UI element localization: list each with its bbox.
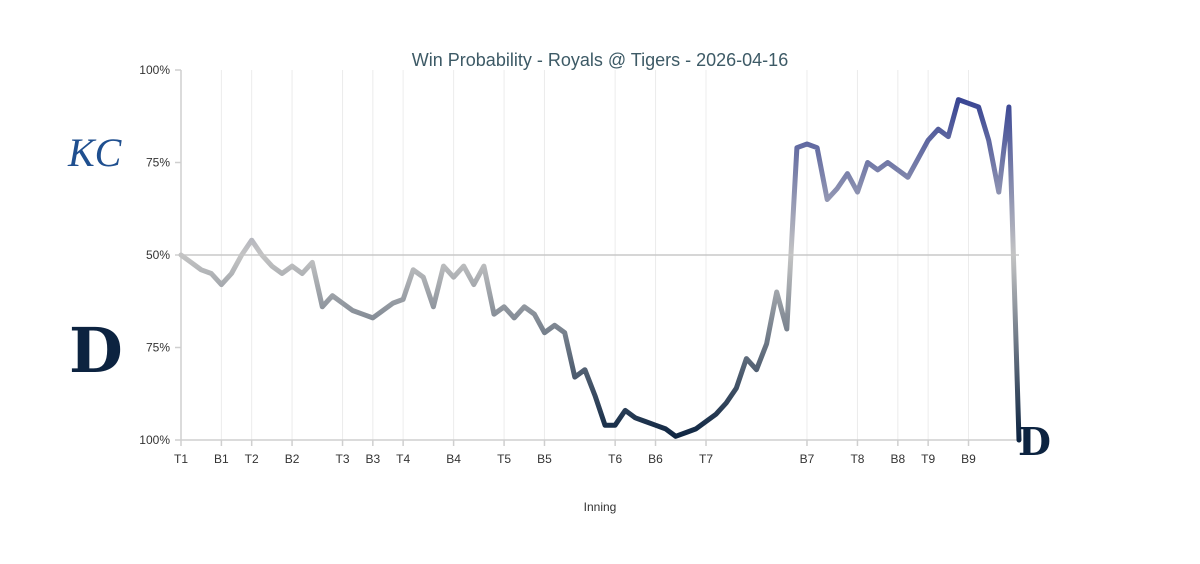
x-axis-label: Inning — [584, 500, 617, 514]
x-tick-label-t4: T4 — [396, 452, 410, 466]
tigers-logo: D — [69, 314, 123, 387]
y-tick-label: 75% — [146, 341, 170, 355]
x-tick-label-b4: B4 — [446, 452, 461, 466]
x-tick-label-b1: B1 — [214, 452, 229, 466]
x-tick-label-b7: B7 — [800, 452, 815, 466]
x-tick-label-t2: T2 — [245, 452, 259, 466]
x-tick-label-b2: B2 — [285, 452, 300, 466]
x-tick-label-b5: B5 — [537, 452, 552, 466]
x-tick-label-b9: B9 — [961, 452, 976, 466]
y-axis-ticks: 100% 75% 50% 75% 100% — [139, 63, 181, 447]
tigers-end-marker-icon: D — [1018, 419, 1051, 464]
x-tick-label-t8: T8 — [850, 452, 864, 466]
win-probability-line — [178, 97, 1022, 443]
royals-logo: KC — [67, 130, 123, 175]
x-tick-label-t1: T1 — [174, 452, 188, 466]
y-tick-label: 75% — [146, 156, 170, 170]
x-tick-label-t3: T3 — [336, 452, 350, 466]
y-tick-label: 100% — [139, 63, 170, 77]
series — [178, 97, 1022, 443]
x-tick-label-t5: T5 — [497, 452, 511, 466]
axes — [180, 70, 1019, 441]
x-axis-ticks: T1 B1 T2 B2 T3 B3 T4 B4 T5 B5 T6 B6 T7 B7 T8 B8 T9 B9 — [174, 440, 976, 466]
x-tick-label-b8: B8 — [890, 452, 905, 466]
chart-title: Win Probability - Royals @ Tigers - 2026… — [412, 50, 788, 70]
y-tick-label: 50% — [146, 248, 170, 262]
x-tick-label-t7: T7 — [699, 452, 713, 466]
x-tick-label-t6: T6 — [608, 452, 622, 466]
x-tick-label-b3: B3 — [365, 452, 380, 466]
x-tick-label-t9: T9 — [921, 452, 935, 466]
x-tick-label-b6: B6 — [648, 452, 663, 466]
y-tick-label: 100% — [139, 433, 170, 447]
